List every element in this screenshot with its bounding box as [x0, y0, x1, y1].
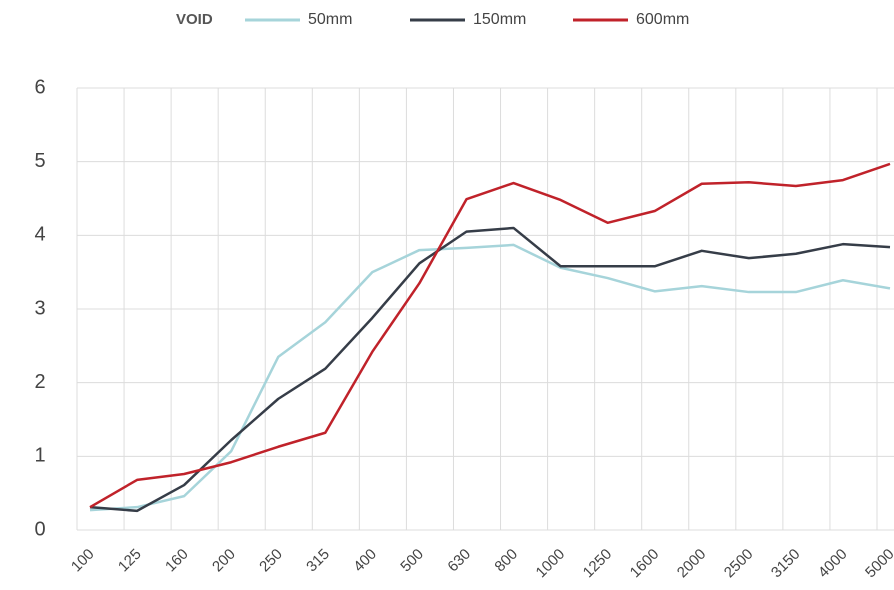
x-tick-label: 630	[444, 546, 474, 576]
y-tick-label: 0	[34, 518, 45, 540]
series-line	[89, 226, 891, 513]
x-tick-label: 2000	[674, 546, 710, 582]
x-tick-label: 250	[256, 546, 286, 576]
y-tick-label: 6	[34, 76, 45, 98]
x-tick-label: 100	[68, 546, 98, 576]
legend-label: 600mm	[636, 11, 689, 28]
x-tick-label: 315	[303, 546, 333, 576]
y-tick-label: 4	[34, 224, 45, 246]
x-tick-label: 1000	[533, 546, 569, 582]
x-tick-label: 500	[397, 546, 427, 576]
x-tick-label: 400	[350, 546, 380, 576]
series-line	[89, 162, 891, 509]
x-tick-label: 125	[115, 546, 145, 576]
y-tick-label: 5	[34, 150, 45, 172]
legend-label: 50mm	[308, 11, 352, 28]
x-tick-label: 2500	[721, 546, 757, 582]
legend-label: 150mm	[473, 11, 526, 28]
x-tick-label: 160	[162, 546, 192, 576]
x-tick-label: 800	[491, 546, 521, 576]
x-tick-label: 3150	[768, 546, 804, 582]
y-tick-label: 1	[34, 445, 45, 467]
x-tick-label: 1600	[627, 546, 663, 582]
x-tick-label: 1250	[580, 546, 616, 582]
y-tick-label: 2	[34, 371, 45, 393]
x-tick-label: 200	[209, 546, 239, 576]
x-tick-label: 4000	[815, 546, 851, 582]
series-line	[89, 243, 891, 512]
x-tick-label: 5000	[862, 546, 894, 582]
legend-title: VOID	[176, 11, 213, 28]
y-tick-label: 3	[34, 297, 45, 319]
